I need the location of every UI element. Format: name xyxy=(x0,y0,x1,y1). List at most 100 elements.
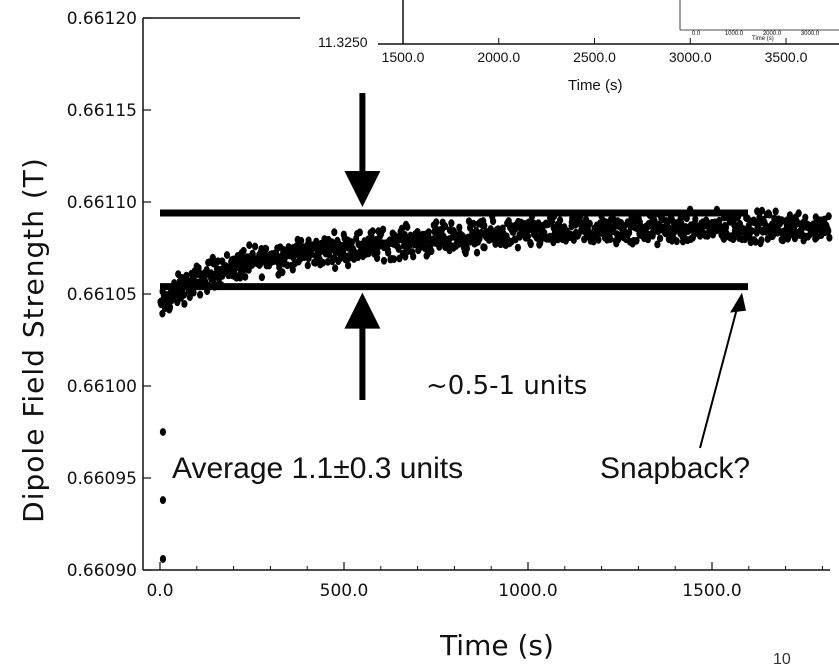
up-arrow-head xyxy=(344,292,381,329)
inset-chart: 11.3250 1500.0 2000.0 2500.0 3000.0 3500.0 T… xyxy=(318,0,839,94)
data-point xyxy=(442,222,449,231)
outlier-point xyxy=(159,428,167,436)
data-point xyxy=(825,227,832,235)
data-point xyxy=(385,248,392,257)
data-point xyxy=(195,264,202,272)
data-point xyxy=(180,290,188,299)
inset-x-tick-label: 2000.0 xyxy=(477,49,520,65)
data-point xyxy=(433,218,440,227)
data-point xyxy=(748,227,755,235)
data-point xyxy=(794,219,801,227)
y-tick-label: 0.66120 xyxy=(67,9,137,29)
y-tick-label: 0.66105 xyxy=(67,285,137,305)
x-tick-label: 500.0 xyxy=(320,581,369,601)
x-tick-label: 1000.0 xyxy=(498,581,557,601)
x-tick-label: 1500.0 xyxy=(682,581,741,601)
data-point xyxy=(374,248,381,257)
data-point xyxy=(586,219,593,228)
average-annotation: Average 1.1±0.3 units xyxy=(172,452,463,485)
data-point xyxy=(557,216,564,225)
data-point xyxy=(312,258,319,267)
data-point xyxy=(374,254,381,262)
x-ticks: 0.0 500.0 1000.0 1500.0 xyxy=(146,562,823,601)
data-point xyxy=(463,244,470,253)
data-point xyxy=(305,236,312,245)
data-point xyxy=(595,235,602,244)
down-arrow-head xyxy=(344,171,381,208)
data-point xyxy=(319,258,326,267)
data-point xyxy=(826,233,833,242)
data-point xyxy=(223,251,231,259)
data-point xyxy=(802,213,809,222)
page-number: 10 xyxy=(773,651,791,664)
data-point xyxy=(329,241,337,250)
data-point xyxy=(395,245,402,253)
data-point xyxy=(766,210,773,219)
data-point xyxy=(356,228,363,237)
y-tick-label: 0.66090 xyxy=(67,561,137,581)
data-point xyxy=(487,225,494,233)
data-point xyxy=(428,247,435,256)
data-point xyxy=(246,241,253,250)
data-point xyxy=(242,273,249,281)
data-point xyxy=(240,246,247,255)
y-ticks: 0.66090 0.66095 0.66100 0.66105 0.66110 0.661… xyxy=(67,9,151,581)
data-point xyxy=(197,290,204,299)
inset-x-axis-label: Time (s) xyxy=(568,77,622,94)
data-point xyxy=(657,234,664,243)
inset-x-tick-label: 2500.0 xyxy=(573,49,616,65)
data-point xyxy=(181,300,188,308)
data-point xyxy=(633,236,640,245)
inset-x-ticks: 1500.0 2000.0 2500.0 3000.0 3500.0 xyxy=(382,38,808,65)
snapback-annotation: Snapback? xyxy=(600,452,750,485)
reference-lines xyxy=(160,209,748,291)
outlier-point xyxy=(159,496,167,504)
data-point xyxy=(404,223,411,231)
data-point xyxy=(758,236,765,245)
data-point xyxy=(716,216,723,225)
data-point xyxy=(524,232,532,241)
mini-inset-frame xyxy=(740,0,839,36)
data-point xyxy=(492,240,499,248)
data-point xyxy=(252,242,259,251)
data-point xyxy=(209,253,216,262)
data-point xyxy=(527,240,534,249)
data-point xyxy=(772,207,779,216)
data-point xyxy=(470,219,477,228)
mini-inset-tick-label: 3000.0 xyxy=(801,31,820,37)
data-point xyxy=(514,243,522,252)
mini-inset-x-label: Time (s) xyxy=(752,36,774,42)
data-point xyxy=(607,235,614,244)
data-point xyxy=(380,225,387,234)
mini-inset-tick-label: 1000.0 xyxy=(725,31,744,37)
data-point xyxy=(626,228,633,237)
data-point xyxy=(279,268,286,277)
data-point xyxy=(795,209,802,218)
snapback-arrow-head xyxy=(730,292,746,313)
x-axis-label: Time (s) xyxy=(439,629,554,662)
data-point xyxy=(825,212,832,221)
data-point xyxy=(262,245,270,253)
data-point xyxy=(752,238,759,246)
data-point xyxy=(331,228,338,237)
data-point xyxy=(448,219,455,228)
data-point xyxy=(304,261,311,270)
outlier-point xyxy=(159,555,167,563)
data-point xyxy=(481,243,488,252)
data-point xyxy=(722,223,730,232)
data-point xyxy=(369,227,376,236)
y-tick-label: 0.66110 xyxy=(67,193,137,213)
data-point xyxy=(679,237,687,246)
data-point xyxy=(754,207,761,216)
data-point xyxy=(345,261,352,270)
y-tick-label: 0.66115 xyxy=(67,101,137,121)
inset-x-tick-label: 1500.0 xyxy=(382,49,425,65)
data-point xyxy=(411,240,418,249)
data-point xyxy=(390,255,397,263)
mini-inset-tick-label: 2000.0 xyxy=(763,31,782,37)
data-point xyxy=(332,264,339,272)
data-point xyxy=(779,236,787,245)
data-point xyxy=(380,256,388,265)
data-point xyxy=(473,248,481,257)
